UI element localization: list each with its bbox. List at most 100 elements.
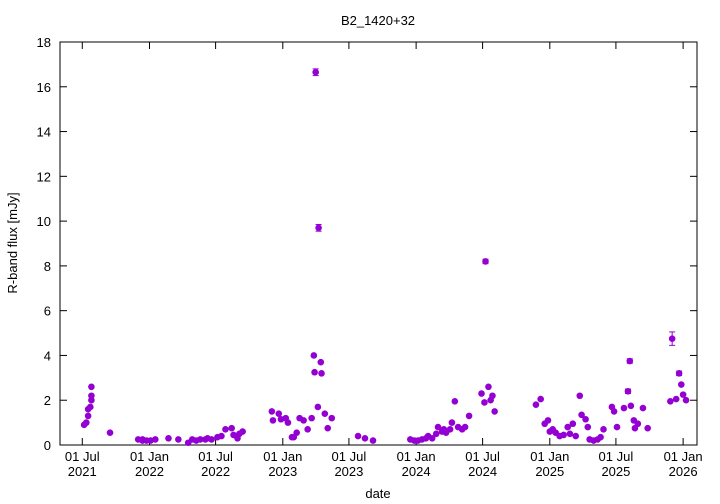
data-point [482,258,489,265]
data-point [196,436,204,443]
data-point [268,408,276,415]
data-point [284,419,292,426]
data-point [672,395,680,403]
data-point [434,423,442,431]
x-tick-label: 01 Jul 2023 [331,449,367,479]
data-point [318,370,325,377]
data-point [446,426,454,433]
x-tick-label: 01 Jan 2025 [530,449,570,479]
data-point [361,434,369,442]
x-tick-label: 01 Jan 2024 [396,449,436,479]
data-point [87,403,94,411]
y-tick-label: 10 [37,214,51,229]
data-point [88,396,95,404]
data-point [165,434,172,442]
data-point [88,383,95,391]
data-point [682,396,690,404]
y-axis-label: R-band flux [mJy] [5,192,20,293]
data-point [572,432,580,440]
data-point [634,420,642,428]
data-point [218,432,225,440]
y-tick-label: 12 [37,169,51,184]
y-tick-label: 0 [44,438,51,453]
data-point [228,424,235,432]
data-point [613,423,621,431]
data-point [491,408,498,415]
data-point [222,426,229,433]
x-tick-label: 01 Jan 2023 [263,449,303,479]
y-tick-label: 16 [37,80,51,95]
data-point [84,412,92,420]
data-point [300,417,307,424]
data-point [667,398,674,405]
y-tick-label: 6 [44,304,51,319]
y-tick-label: 8 [44,259,51,274]
data-point [239,428,246,435]
data-point [639,404,647,412]
data-point [679,391,687,398]
data-point [293,429,300,436]
y-tick-label: 14 [37,125,51,140]
data-point [369,437,377,444]
data-point [675,370,683,377]
data-point [354,432,362,440]
data-point [584,423,592,431]
data-point [314,403,322,411]
data-point [321,410,329,417]
x-tick-label: 01 Jul 2021 [64,449,100,479]
x-tick-label: 01 Jul 2025 [598,449,634,479]
x-axis-label: date [365,486,390,501]
data-point [485,383,492,391]
data-point [489,392,496,400]
data-point [304,426,311,433]
x-tick-label: 01 Jul 2022 [198,449,233,479]
data-point [620,404,628,412]
data-point [324,424,332,432]
data-point [610,408,618,415]
chart-title: B2_1420+32 [341,13,415,28]
y-tick-label: 4 [44,348,51,363]
plot-frame [59,41,698,446]
x-tick-label: 01 Jan 2022 [129,449,169,479]
data-point [627,402,635,410]
data-point [311,368,318,376]
x-tick-label: 01 Jul 2024 [465,449,500,479]
data-point [328,414,336,422]
data-point [82,419,90,426]
data-point [576,392,584,400]
data-point [532,401,540,409]
data-point [432,430,440,438]
data-point [597,433,604,441]
data-point [428,434,436,442]
data-point [310,352,318,359]
data-point [208,436,215,443]
data-point [451,398,459,405]
data-point [152,436,159,443]
data-point [600,426,607,433]
data-point [448,419,456,426]
data-point [677,381,685,388]
data-point [275,410,283,417]
data-point [644,424,651,432]
data-point [315,224,322,232]
data-point [626,357,634,365]
data-point [566,430,574,438]
data-point [308,414,315,422]
data-point [564,423,572,431]
data-point [544,417,552,424]
data-point [569,420,577,428]
data-point [106,429,114,436]
data-point [537,395,544,403]
data-point [578,411,585,419]
data-point [478,390,485,397]
data-point [668,335,676,342]
y-tick-label: 2 [44,393,51,408]
data-point [465,412,473,420]
data-point [312,68,319,76]
data-point [481,399,488,406]
data-point [175,436,182,443]
data-point [560,431,567,439]
data-point [582,415,589,423]
